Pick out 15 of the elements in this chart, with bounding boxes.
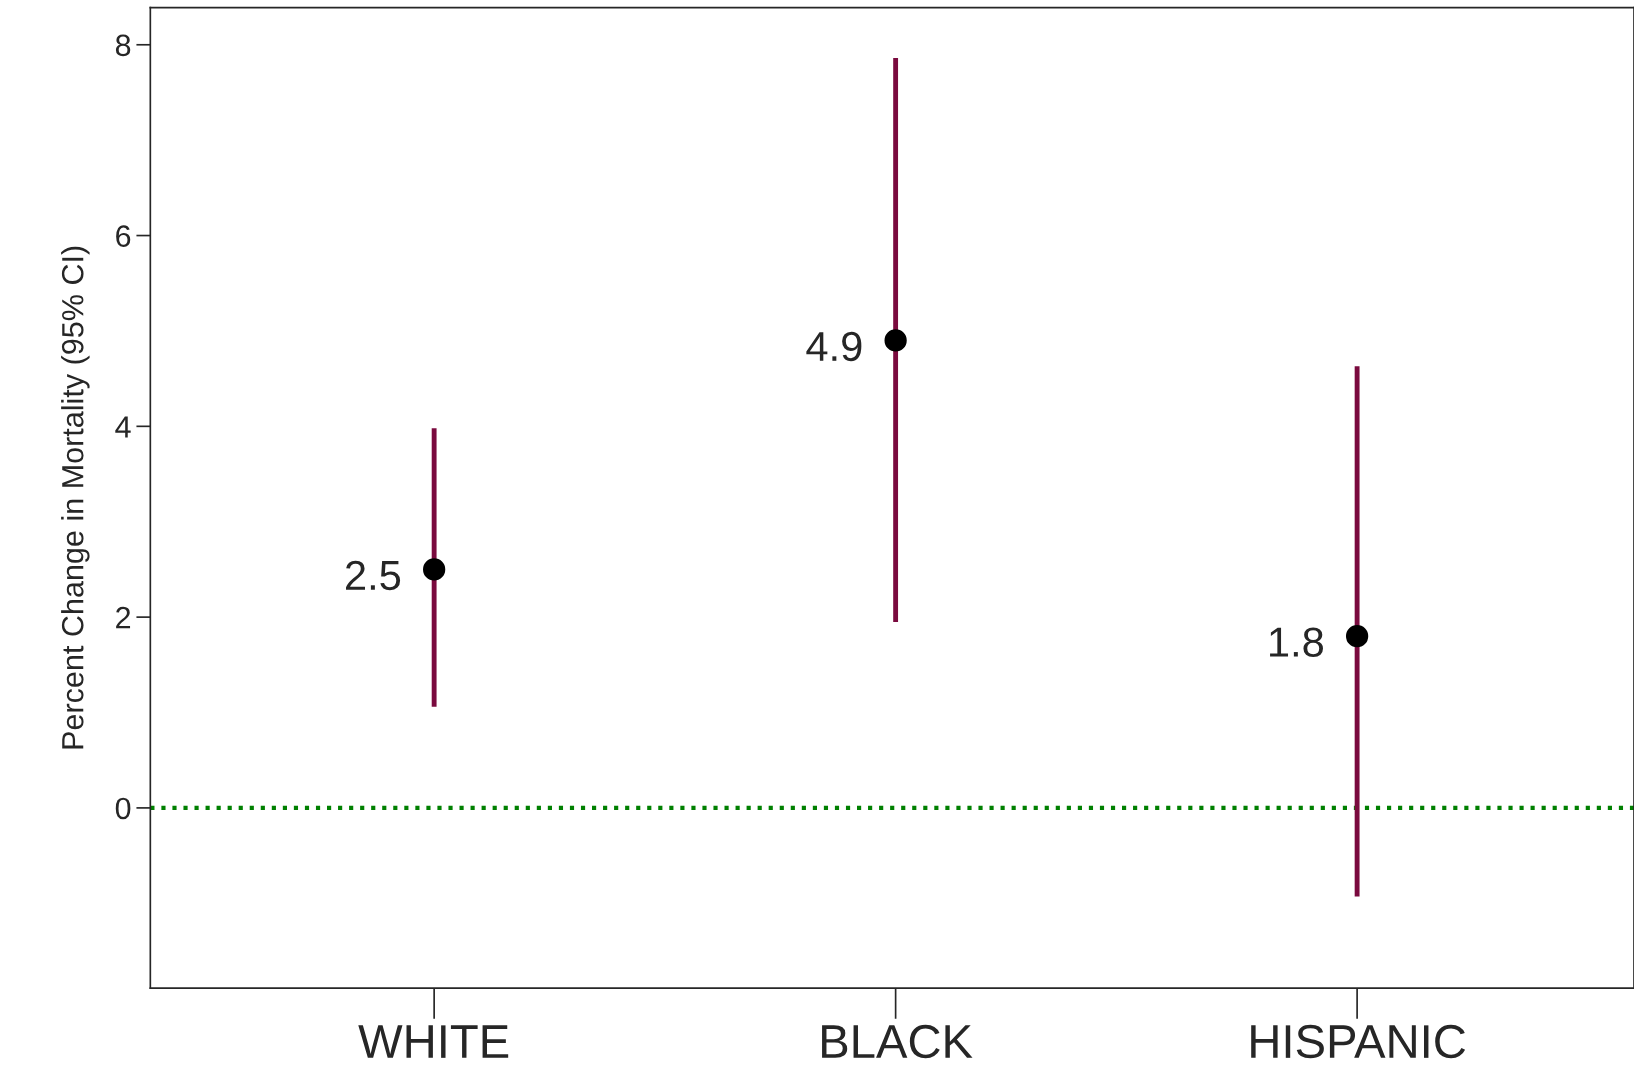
- point: [884, 329, 907, 352]
- y-tick-label: 8: [115, 34, 131, 57]
- y-tick-label: 2: [116, 606, 131, 629]
- x-tick-label: HISPANIC: [1251, 1024, 1466, 1059]
- x-tick-label: WHITE: [358, 1025, 509, 1058]
- y-axis-title: Percent Change in Mortality (95% CI): [61, 246, 90, 749]
- data-label: 1.8: [1270, 627, 1323, 657]
- point: [423, 558, 446, 581]
- y-tick-label: 4: [115, 416, 131, 438]
- y-tick-label: 6: [116, 225, 131, 247]
- y-tick-label: 0: [115, 797, 131, 820]
- x-tick-label: BLACK: [822, 1024, 973, 1059]
- data-label: 4.9: [806, 331, 862, 362]
- data-label: 2.5: [346, 560, 401, 591]
- point: [1345, 625, 1369, 648]
